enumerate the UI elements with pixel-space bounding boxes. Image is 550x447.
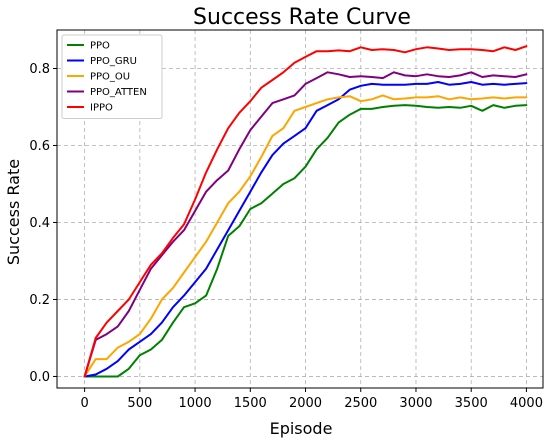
legend-label-ppo-atten: PPO_ATTEN [90,87,147,98]
y-tick-label: 0.8 [29,62,50,77]
chart-title: Success Rate Curve [193,5,411,30]
x-tick-label: 3000 [399,396,432,411]
legend-label-ppo-ou: PPO_OU [90,72,130,83]
series-line-ppo [83,104,528,378]
series-line-ppo-ou [83,94,528,378]
legend-label-ppo: PPO [90,41,110,52]
x-tick-label: 4000 [510,396,543,411]
y-tick-label: 0.2 [29,293,50,308]
series-line-ippo [83,45,528,378]
x-tick-label: 1000 [179,396,212,411]
x-tick-label: 2000 [289,396,322,411]
y-axis-label: Success Rate [4,159,23,265]
plot-frame [56,29,544,389]
series-line-ppo-atten [83,71,528,378]
legend-frame [61,34,163,119]
legend: PPO PPO_GRU PPO_OU PPO_ATTEN IPPO [61,34,163,119]
x-tick-label: 500 [127,396,152,411]
y-tick-label: 0.4 [29,216,50,231]
y-axis-ticks: 0.0 0.2 0.4 0.6 0.8 [29,62,57,385]
x-tick-label: 2500 [344,396,377,411]
x-axis-label: Episode [270,419,333,438]
x-tick-label: 0 [80,396,88,411]
y-tick-label: 0.0 [29,370,50,385]
legend-label-ippo: IPPO [90,103,113,114]
series-lines [83,45,528,378]
legend-label-ppo-gru: PPO_GRU [90,56,137,67]
series-line-ppo-gru [83,81,528,378]
x-axis-ticks: 0 500 1000 1500 2000 2500 3000 3500 4000 [80,388,543,411]
x-tick-label: 1500 [234,396,267,411]
y-tick-label: 0.6 [29,139,50,154]
x-tick-label: 3500 [455,396,488,411]
grid [57,30,543,388]
